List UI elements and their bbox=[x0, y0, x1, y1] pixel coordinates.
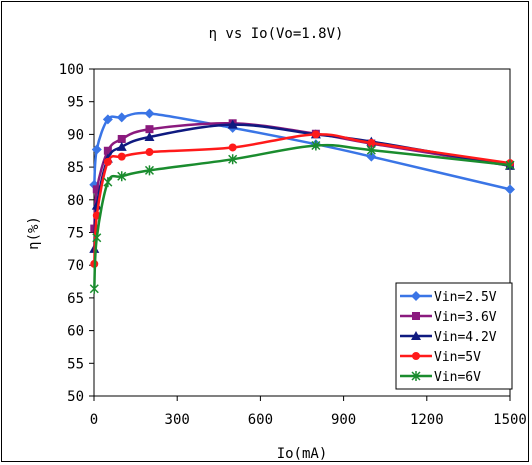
data-point bbox=[144, 165, 154, 176]
legend-marker bbox=[412, 312, 420, 320]
y-tick-label: 50 bbox=[67, 389, 84, 405]
chart-title: η vs Io(Vo=1.8V) bbox=[209, 26, 344, 42]
x-tick-label: 0 bbox=[90, 412, 98, 428]
data-point bbox=[103, 157, 112, 166]
data-point bbox=[116, 112, 127, 123]
legend-label: Vin=4.2V bbox=[434, 330, 497, 345]
y-tick-label: 70 bbox=[67, 258, 84, 274]
x-tick-label: 300 bbox=[165, 412, 190, 428]
data-point bbox=[117, 134, 126, 143]
series-layer bbox=[89, 108, 515, 294]
data-point bbox=[117, 152, 126, 161]
legend-entry: Vin=6V bbox=[400, 370, 481, 385]
data-point bbox=[505, 160, 515, 171]
y-tick-label: 90 bbox=[67, 127, 84, 143]
y-axis-label: η(%) bbox=[26, 216, 42, 250]
x-tick-label: 900 bbox=[331, 412, 356, 428]
data-point bbox=[92, 232, 102, 243]
legend-entry: Vin=5V bbox=[400, 350, 481, 365]
y-tick-label: 55 bbox=[67, 356, 84, 372]
series-1 bbox=[89, 108, 515, 195]
legend-marker bbox=[411, 331, 421, 340]
y-tick-label: 80 bbox=[67, 193, 84, 209]
legend-marker bbox=[411, 291, 421, 301]
x-tick-label: 1200 bbox=[410, 412, 444, 428]
series-4 bbox=[90, 130, 514, 268]
data-point bbox=[227, 119, 238, 129]
legend-label: Vin=6V bbox=[434, 370, 481, 385]
legend-entry: Vin=2.5V bbox=[400, 290, 497, 305]
data-point bbox=[91, 200, 102, 210]
data-point bbox=[102, 114, 113, 125]
legend-marker bbox=[412, 352, 420, 360]
x-tick-label: 600 bbox=[248, 412, 273, 428]
legend-label: Vin=2.5V bbox=[434, 290, 497, 305]
legend-marker bbox=[411, 371, 421, 381]
y-tick-label: 60 bbox=[67, 324, 84, 340]
data-point bbox=[145, 125, 154, 134]
x-tick-label: 1500 bbox=[493, 412, 527, 428]
legend-label: Vin=3.6V bbox=[434, 310, 497, 325]
x-axis-label: Io(mA) bbox=[277, 446, 328, 462]
data-point bbox=[103, 146, 112, 155]
legend-entry: Vin=4.2V bbox=[400, 330, 497, 345]
y-axis: 50 55 60 65 70 75 80 85 90 95 100 bbox=[59, 62, 94, 405]
data-point bbox=[367, 138, 376, 147]
y-tick-label: 100 bbox=[59, 62, 84, 78]
x-axis: 0 300 600 900 1200 1500 bbox=[90, 396, 527, 428]
data-point bbox=[145, 148, 154, 157]
data-point bbox=[505, 184, 515, 195]
data-point bbox=[117, 171, 127, 182]
data-point bbox=[103, 177, 113, 188]
data-point bbox=[91, 144, 102, 155]
data-point bbox=[228, 154, 238, 165]
data-point bbox=[228, 143, 237, 152]
data-point bbox=[144, 132, 155, 142]
data-point bbox=[311, 130, 320, 139]
legend: Vin=2.5V Vin=3.6V Vin=4.2V Vin=5V Vin=6V bbox=[395, 282, 513, 390]
data-point bbox=[311, 140, 321, 151]
data-point bbox=[116, 141, 127, 151]
y-tick-label: 95 bbox=[67, 95, 84, 111]
data-point bbox=[89, 283, 99, 294]
data-point bbox=[144, 108, 155, 119]
data-point bbox=[92, 185, 101, 194]
data-point bbox=[366, 145, 376, 156]
legend-label: Vin=5V bbox=[434, 350, 481, 365]
y-tick-label: 85 bbox=[67, 160, 84, 176]
data-point bbox=[366, 151, 377, 162]
y-tick-label: 75 bbox=[67, 226, 84, 242]
legend-entry: Vin=3.6V bbox=[400, 310, 497, 325]
y-tick-label: 65 bbox=[67, 291, 84, 307]
series-5 bbox=[89, 140, 515, 294]
